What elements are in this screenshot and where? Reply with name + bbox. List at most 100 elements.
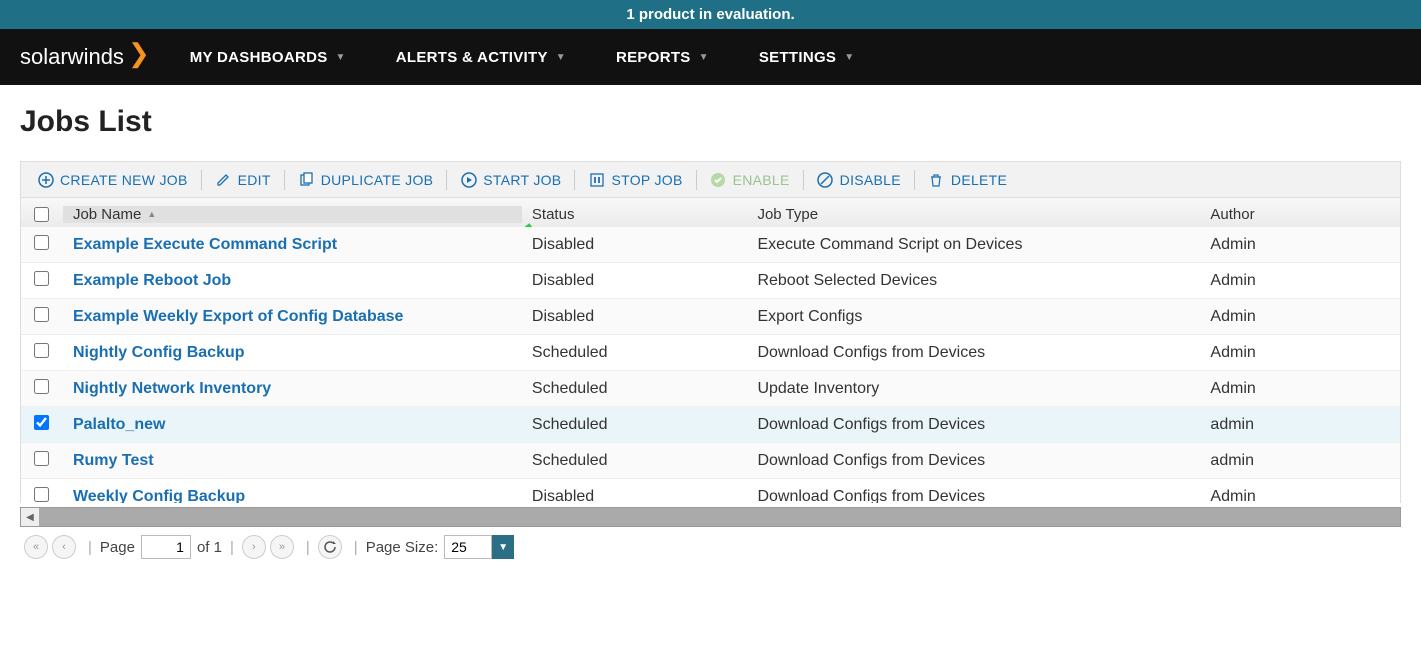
prev-page-button[interactable]: ‹ [52,535,76,559]
pencil-icon [215,171,232,188]
nav-alerts-activity[interactable]: ALERTS & ACTIVITY▼ [396,49,566,66]
first-page-button[interactable]: « [24,535,48,559]
job-type: Download Configs from Devices [747,452,1200,470]
brand-logo[interactable]: solarwinds ❯ [20,44,150,70]
row-checkbox[interactable] [34,487,49,502]
chevron-down-icon: ▼ [699,52,709,63]
job-status: Scheduled [522,344,748,362]
plus-circle-icon [37,171,54,188]
job-author: Admin [1200,344,1400,362]
horizontal-scrollbar[interactable]: ◀ [20,507,1401,527]
duplicate-job-button[interactable]: DUPLICATE JOB [290,168,442,191]
nav-settings[interactable]: SETTINGS▼ [759,49,855,66]
nav-my-dashboards[interactable]: MY DASHBOARDS▼ [190,49,346,66]
copy-icon [298,171,315,188]
select-all-header[interactable] [21,207,63,222]
brand-name: solarwinds [20,44,124,70]
job-type: Download Configs from Devices [747,488,1200,504]
job-name-link[interactable]: Example Weekly Export of Config Database [63,308,522,326]
chevron-down-icon: ▼ [336,52,346,63]
scroll-left-icon[interactable]: ◀ [21,508,39,526]
separator [201,170,202,190]
job-type: Download Configs from Devices [747,344,1200,362]
job-name-link[interactable]: Palalto_new [63,416,522,434]
job-status: Scheduled [522,416,748,434]
job-author: Admin [1200,488,1400,504]
table-row[interactable]: Example Reboot JobDisabledReboot Selecte… [21,263,1400,299]
job-status: Disabled [522,236,748,254]
play-circle-icon [460,171,477,188]
evaluation-text: 1 product in evaluation. [626,6,794,23]
next-page-button[interactable]: › [242,535,266,559]
last-page-button[interactable]: » [270,535,294,559]
check-circle-icon [710,171,727,188]
job-status: Disabled [522,308,748,326]
table-row[interactable]: Rumy TestScheduledDownload Configs from … [21,443,1400,479]
separator [696,170,697,190]
column-author[interactable]: Author [1200,206,1400,223]
refresh-button[interactable] [318,535,342,559]
select-all-checkbox[interactable] [34,207,49,222]
job-author: Admin [1200,236,1400,254]
column-status[interactable]: Status [522,206,748,223]
table-row[interactable]: Nightly Config BackupScheduledDownload C… [21,335,1400,371]
main-nav: solarwinds ❯ MY DASHBOARDS▼ ALERTS & ACT… [0,29,1421,85]
job-name-link[interactable]: Example Reboot Job [63,272,522,290]
row-checkbox[interactable] [34,343,49,358]
job-name-link[interactable]: Weekly Config Backup [63,488,522,504]
disable-button[interactable]: DISABLE [809,168,909,191]
page-content: Jobs List CREATE NEW JOB EDIT DUPLICATE … [0,85,1421,567]
job-type: Export Configs [747,308,1200,326]
sort-asc-icon: ▲ [147,209,156,219]
column-job-name[interactable]: Job Name ▲ [63,206,522,223]
job-author: admin [1200,452,1400,470]
separator [914,170,915,190]
job-status: Disabled [522,272,748,290]
stop-job-button[interactable]: STOP JOB [580,168,690,191]
separator [803,170,804,190]
separator [446,170,447,190]
delete-button[interactable]: DELETE [920,168,1015,191]
evaluation-banner: 1 product in evaluation. [0,0,1421,29]
job-name-link[interactable]: Example Execute Command Script [63,236,522,254]
job-status: Scheduled [522,452,748,470]
chevron-down-icon: ▼ [844,52,854,63]
job-name-link[interactable]: Nightly Config Backup [63,344,522,362]
start-job-button[interactable]: START JOB [452,168,569,191]
row-checkbox[interactable] [34,235,49,250]
job-type: Update Inventory [747,380,1200,398]
row-checkbox[interactable] [34,451,49,466]
job-author: Admin [1200,380,1400,398]
table-row[interactable]: Weekly Config BackupDisabledDownload Con… [21,479,1400,503]
page-total: of 1 [197,539,222,556]
job-status: Disabled [522,488,748,504]
row-checkbox[interactable] [34,271,49,286]
enable-button: ENABLE [702,168,798,191]
page-size-dropdown-button[interactable]: ▼ [492,535,514,559]
job-name-link[interactable]: Rumy Test [63,452,522,470]
edit-button[interactable]: EDIT [207,168,279,191]
refresh-icon [323,540,337,554]
column-job-type[interactable]: Job Type [747,206,1200,223]
create-new-job-button[interactable]: CREATE NEW JOB [29,168,196,191]
row-checkbox[interactable] [34,379,49,394]
job-author: Admin [1200,272,1400,290]
job-status: Scheduled [522,380,748,398]
nav-reports[interactable]: REPORTS▼ [616,49,709,66]
table-header: Job Name ▲ Status Job Type Author [20,197,1401,231]
job-name-link[interactable]: Nightly Network Inventory [63,380,522,398]
table-row[interactable]: Nightly Network InventoryScheduledUpdate… [21,371,1400,407]
page-size-input[interactable] [444,535,492,559]
table-row[interactable]: Example Weekly Export of Config Database… [21,299,1400,335]
separator [284,170,285,190]
page-title: Jobs List [20,105,1401,139]
jobs-toolbar: CREATE NEW JOB EDIT DUPLICATE JOB START … [20,161,1401,197]
table-body: Example Execute Command ScriptDisabledEx… [20,227,1401,503]
page-number-input[interactable] [141,535,191,559]
table-row[interactable]: Palalto_newScheduledDownload Configs fro… [21,407,1400,443]
page-label: Page [100,539,135,556]
separator [574,170,575,190]
row-checkbox[interactable] [34,415,49,430]
table-row[interactable]: Example Execute Command ScriptDisabledEx… [21,227,1400,263]
row-checkbox[interactable] [34,307,49,322]
